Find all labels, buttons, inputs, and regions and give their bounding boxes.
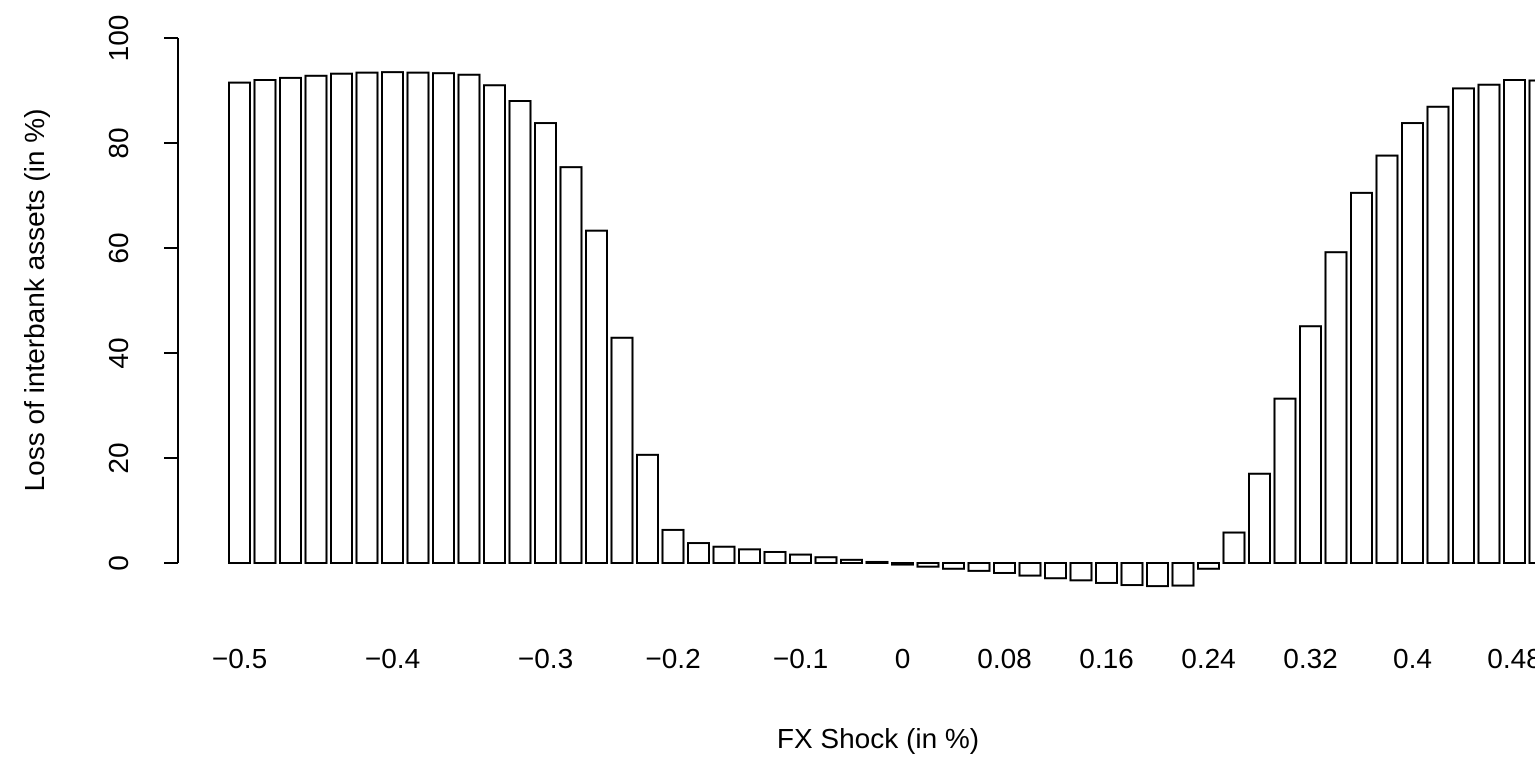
bar-27 [916, 562, 940, 568]
bar-43 [1324, 251, 1348, 564]
x-tick-label-7: 0.16 [1079, 643, 1134, 674]
bar-47 [1426, 105, 1450, 565]
bar-13 [559, 166, 583, 564]
bar-8 [432, 72, 455, 565]
bar-41 [1273, 397, 1297, 565]
bar-30 [993, 562, 1016, 574]
y-tick-label-3: 60 [103, 232, 134, 263]
y-axis: 0 20 40 60 80 100 [103, 15, 179, 571]
bar-32 [1044, 562, 1067, 580]
x-tick-label-4: −0.1 [773, 643, 828, 674]
bar-45 [1375, 154, 1399, 564]
bar-44 [1350, 191, 1373, 565]
y-tick-label-4: 80 [103, 127, 134, 158]
x-tick-label-3: −0.2 [645, 643, 700, 674]
bar-24 [840, 558, 863, 564]
bar-50 [1503, 79, 1526, 564]
bar-16 [636, 453, 659, 565]
bar-4 [330, 72, 353, 564]
bar-9 [457, 73, 481, 564]
bar-5 [355, 71, 379, 565]
y-tick-label-2: 40 [103, 337, 134, 368]
x-tick-label-0: −0.5 [212, 643, 267, 674]
bar-11 [508, 100, 532, 564]
bar-31 [1018, 562, 1042, 577]
bar-51 [1528, 79, 1535, 565]
bar-12 [534, 122, 557, 565]
bar-10 [483, 84, 506, 564]
x-tick-label-6: 0.08 [977, 643, 1032, 674]
bar-0 [228, 81, 251, 565]
bar-33 [1069, 562, 1093, 582]
bar-1 [253, 79, 277, 564]
bar-19 [712, 545, 736, 564]
x-tick-label-2: −0.3 [518, 643, 573, 674]
bar-22 [789, 553, 812, 564]
x-tick-label-5: 0 [895, 643, 911, 674]
bar-25 [865, 560, 889, 565]
x-tick-label-9: 0.32 [1283, 643, 1338, 674]
bar-2 [279, 76, 302, 565]
bar-7 [406, 71, 430, 565]
bar-49 [1477, 83, 1501, 564]
bar-35 [1120, 562, 1144, 587]
bar-48 [1452, 87, 1475, 565]
bar-3 [304, 74, 328, 565]
bar-28 [942, 562, 965, 570]
bar-38 [1197, 562, 1220, 570]
bar-14 [585, 229, 608, 564]
y-tick-label-5: 100 [103, 15, 134, 62]
bar-36 [1146, 562, 1169, 588]
bars [228, 71, 1535, 588]
bar-26 [891, 562, 914, 566]
bar-18 [687, 542, 710, 564]
bar-20 [738, 548, 761, 564]
x-tick-label-1: −0.4 [365, 643, 420, 674]
bar-29 [967, 562, 991, 572]
bar-23 [814, 556, 838, 564]
bar-15 [610, 336, 634, 564]
bar-40 [1248, 472, 1271, 564]
x-tick-label-11: 0.48 [1487, 643, 1535, 674]
bar-37 [1171, 562, 1195, 587]
y-tick-label-1: 20 [103, 442, 134, 473]
bar-21 [763, 550, 787, 564]
bar-17 [661, 528, 685, 564]
x-tick-label-8: 0.24 [1181, 643, 1236, 674]
x-axis-tick-labels: −0.5 −0.4 −0.3 −0.2 −0.1 0 0.08 0.16 0.24 0.32 0.4… [212, 643, 1535, 674]
bar-39 [1222, 531, 1246, 564]
bar-34 [1095, 562, 1118, 584]
y-tick-label-0: 0 [103, 555, 134, 571]
bar-6 [381, 71, 404, 565]
y-axis-title: Loss of interbank assets (in %) [19, 109, 50, 492]
x-tick-label-10: 0.4 [1393, 643, 1432, 674]
bar-46 [1401, 122, 1424, 565]
bar-42 [1299, 325, 1322, 565]
x-axis-title: FX Shock (in %) [777, 723, 979, 754]
